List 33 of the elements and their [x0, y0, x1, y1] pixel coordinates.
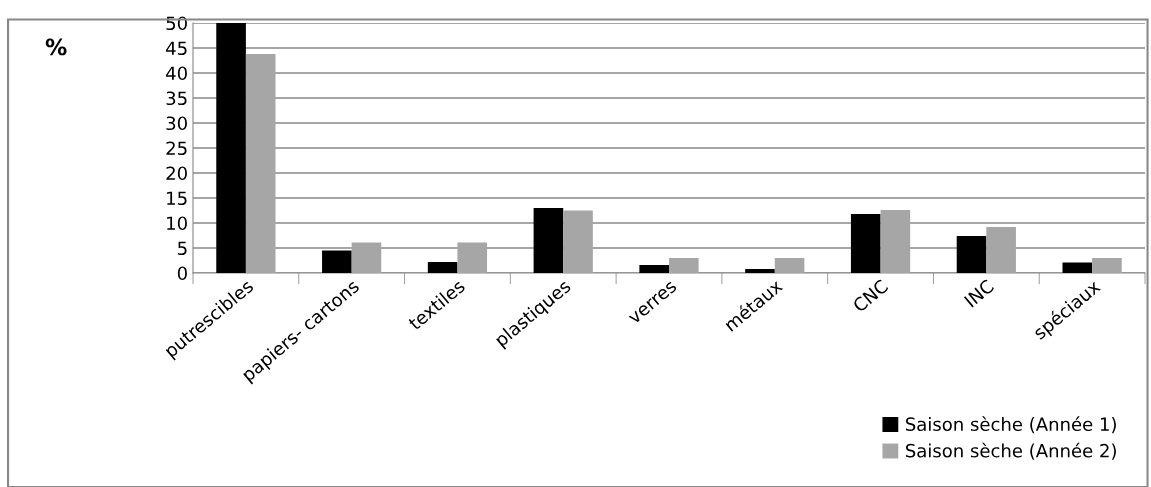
y-tick-label: 45 — [166, 41, 187, 56]
y-tick-label: 5 — [178, 241, 187, 256]
bar — [427, 262, 458, 273]
y-axis-title: % — [45, 38, 67, 56]
legend-label: Saison sèche (Année 1) — [905, 416, 1116, 434]
y-tick-label: 20 — [166, 166, 187, 181]
y-tick-label: 0 — [177, 266, 187, 281]
y-tick-label: 30 — [166, 116, 187, 131]
bar — [986, 227, 1016, 273]
y-tick-label: 25 — [166, 141, 187, 156]
bar — [351, 242, 382, 273]
bar — [533, 208, 564, 273]
legend-label: Saison sèche (Année 2) — [905, 442, 1116, 460]
bar — [850, 214, 881, 273]
bar — [669, 258, 699, 273]
bar — [1092, 258, 1122, 273]
bar — [745, 269, 775, 273]
y-tick-label: 10 — [167, 216, 187, 231]
bar — [457, 242, 488, 273]
bar — [245, 54, 276, 273]
bar — [322, 250, 352, 273]
bar — [956, 236, 987, 273]
bar — [639, 265, 669, 273]
bar — [1062, 262, 1093, 273]
y-tick-label: 35 — [166, 91, 187, 106]
y-tick-label: 15 — [167, 191, 187, 206]
y-tick-label: 50 — [166, 16, 187, 31]
bar — [880, 210, 911, 273]
bar — [774, 258, 805, 273]
x-tick-label: INC — [963, 278, 995, 308]
bar — [563, 210, 593, 273]
bar — [216, 23, 246, 273]
y-tick-label: 40 — [166, 66, 187, 81]
